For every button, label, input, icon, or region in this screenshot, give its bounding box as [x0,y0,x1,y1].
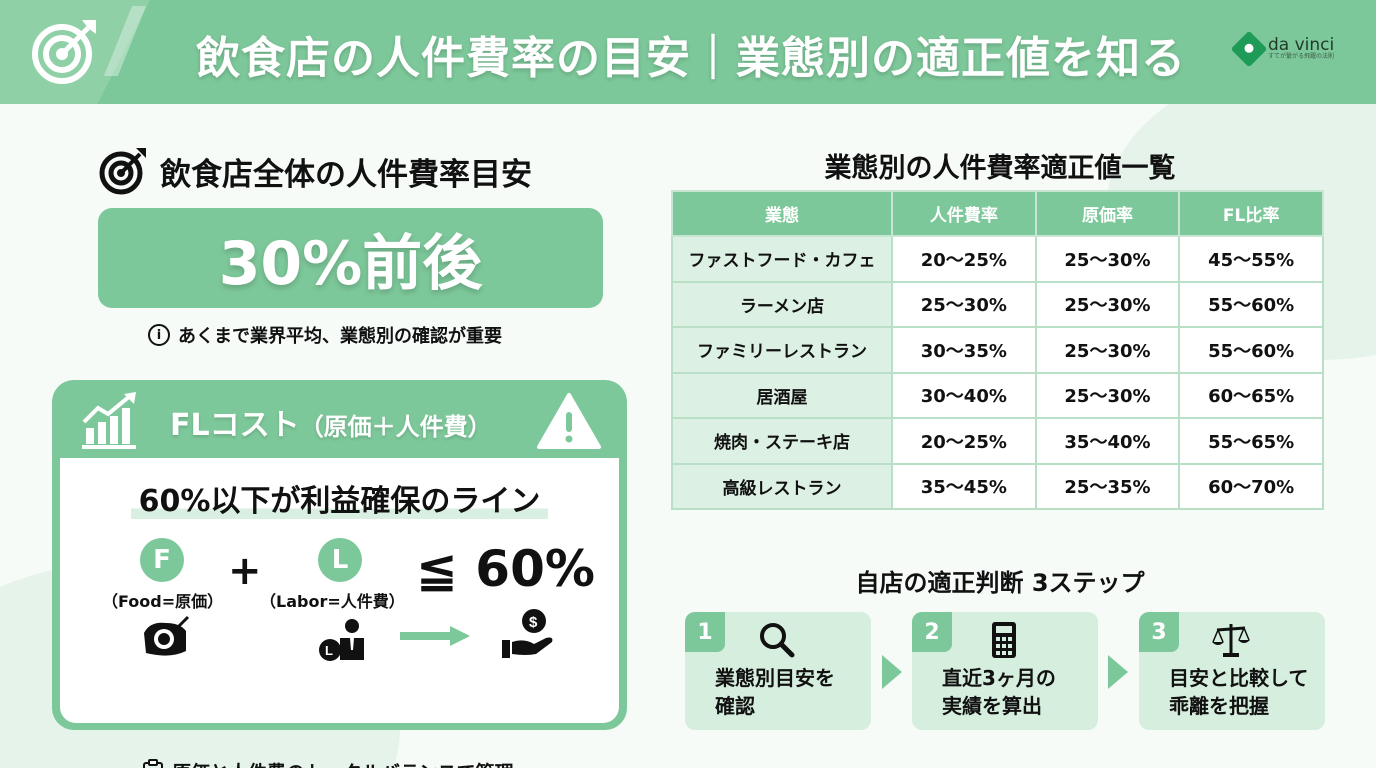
industry-cell: 焼肉・ステーキ店 [671,417,893,465]
overall-value: 30%前後 [218,228,483,299]
overall-note-text: あくまで業界平均、業態別の確認が重要 [178,326,502,347]
svg-text:$: $ [529,614,538,631]
labor-rate-cell: 20〜25% [891,417,1037,465]
labor-circle: L [318,538,362,582]
fl-cost-card: FLコスト（原価＋人件費） 60%以下が利益確保のライン F （Food=原価）… [52,380,627,768]
table-row: 居酒屋 30〜40% 25〜30% 60〜65% [671,371,1324,419]
fl-rate-cell: 55〜60% [1178,326,1324,374]
step-card-2: 2 直近3ヶ月の 実績を算出 [912,612,1098,730]
table-row: ラーメン店 25〜30% 25〜30% 55〜60% [671,280,1324,328]
fl-cost-title: FLコスト（原価＋人件費） [170,408,492,443]
labor-rate-cell: 20〜25% [891,235,1037,283]
labor-rate-cell: 30〜40% [891,371,1037,419]
table-header-row: 業態 人件費率 原価率 FL比率 [671,190,1324,237]
fl-rate-cell: 55〜60% [1178,280,1324,328]
food-rate-cell: 25〜30% [1034,235,1181,283]
food-rate-cell: 25〜30% [1034,280,1181,328]
step-arrow-icon [1108,655,1128,689]
industry-rate-table: 業態 人件費率 原価率 FL比率 ファストフード・カフェ 20〜25% 25〜3… [671,190,1324,510]
plus-sign: + [228,548,262,594]
logo-mark-icon [1230,30,1268,68]
industry-cell: 居酒屋 [671,371,893,419]
labor-rate-cell: 35〜45% [891,462,1037,510]
overall-value-box: 30%前後 [98,208,603,308]
clipboard-check-icon [143,758,163,768]
table-row: 焼肉・ステーキ店 20〜25% 35〜40% 55〜65% [671,417,1324,465]
calculator-icon [992,622,1016,658]
step-number: 3 [1139,612,1179,652]
step-text: 業態別目安を 確認 [715,666,835,718]
industry-cell: ラーメン店 [671,280,893,328]
chart-growth-icon [82,392,136,449]
step-number: 2 [912,612,952,652]
industry-cell: ファミリーレストラン [671,326,893,374]
food-rate-cell: 35〜40% [1034,417,1181,465]
header-banner: 飲食店の人件費率の目安｜業態別の適正値を知る da vinci すてが繋がる飛躍… [0,0,1376,104]
step-text: 直近3ヶ月の 実績を算出 [942,666,1056,718]
fl-rate-cell: 60〜65% [1178,371,1324,419]
step-number: 1 [685,612,725,652]
table-row: ファストフード・カフェ 20〜25% 25〜30% 45〜55% [671,235,1324,283]
fl-cost-subtitle: 60%以下が利益確保のライン [60,476,619,520]
table-row: ファミリーレストラン 30〜35% 25〜30% 55〜60% [671,326,1324,374]
arrow-right-icon [400,626,470,646]
labor-rate-cell: 25〜30% [891,280,1037,328]
fl-rate-cell: 60〜70% [1178,462,1324,510]
brand-logo: da vinci すてが繋がる飛躍の法則 [1230,30,1335,68]
overall-heading: 飲食店全体の人件費率目安 [98,146,532,196]
info-icon: i [148,324,170,346]
food-circle: F [140,538,184,582]
column-header: FL比率 [1178,190,1324,237]
profit-hand-icon: $ [502,609,553,658]
column-header: 原価率 [1034,190,1181,237]
step-arrow-icon [882,655,902,689]
warning-icon [537,393,601,449]
labor-cost-icon: L [319,619,364,661]
fl-cost-header: FLコスト（原価＋人件費） [52,380,627,458]
industry-cell: ファストフード・カフェ [671,235,893,283]
overall-title: 飲食店全体の人件費率目安 [160,156,532,193]
svg-text:L: L [325,643,333,658]
food-cost-icon [144,615,190,656]
column-header: 業態 [671,190,893,237]
food-label: （Food=原価） [102,592,224,611]
labor-label: （Labor=人件費） [260,592,405,611]
page-title: 飲食店の人件費率の目安｜業態別の適正値を知る [196,33,1186,84]
target-icon [99,148,146,195]
step-text: 目安と比較して 乖離を把握 [1169,666,1309,718]
column-header: 人件費率 [891,190,1037,237]
fl-rate-cell: 45〜55% [1178,235,1324,283]
step-card-3: 3 目安と比較して 乖離を把握 [1139,612,1325,730]
logo-name: da vinci [1268,35,1335,55]
labor-rate-cell: 30〜35% [891,326,1037,374]
food-rate-cell: 25〜35% [1034,462,1181,510]
fl-rate-cell: 55〜65% [1178,417,1324,465]
step-card-1: 1 業態別目安を 確認 [685,612,871,730]
logo-tagline: すてが繋がる飛躍の法則 [1268,53,1335,60]
food-rate-cell: 25〜30% [1034,326,1181,374]
food-rate-cell: 25〜30% [1034,371,1181,419]
search-icon [760,623,795,658]
overall-note: i あくまで業界平均、業態別の確認が重要 [148,322,502,348]
industry-cell: 高級レストラン [671,462,893,510]
target-icon [32,20,96,84]
table-row: 高級レストラン 35〜45% 25〜35% 60〜70% [671,462,1324,510]
fl-cost-body: 60%以下が利益確保のライン F （Food=原価） + L （Labor=人件… [60,458,619,768]
fl-limit: ≦ 60% [416,540,595,598]
scale-icon [1212,624,1250,657]
fl-cost-footer: 原価と人件費のトータルバランスで管理 [142,758,514,768]
table-title: 業態別の人件費率適正値一覧 [824,153,1176,184]
steps-title: 自店の適正判断 3ステップ [855,569,1145,597]
